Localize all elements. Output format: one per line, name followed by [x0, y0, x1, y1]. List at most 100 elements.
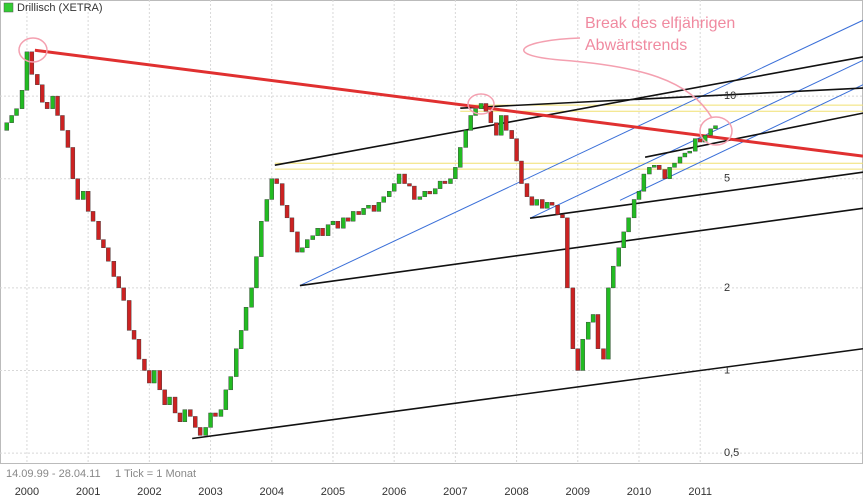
candle-body [463, 130, 468, 148]
candle-body [264, 199, 270, 222]
candle-body [708, 128, 713, 136]
x-tick-label: 2000 [15, 486, 39, 498]
candle-body [499, 115, 504, 136]
highlight-circle [18, 37, 48, 63]
candle-body [279, 183, 285, 206]
candle-body [341, 217, 346, 229]
candle-body [101, 239, 106, 248]
candle-body [396, 173, 402, 184]
candle-body [75, 178, 80, 200]
x-tick-label: 2006 [382, 486, 406, 498]
candle-body [29, 51, 35, 75]
candle-body [213, 412, 218, 417]
candle-body [177, 412, 183, 423]
candle-body [677, 156, 683, 164]
candle-body [243, 307, 249, 331]
plot-frame [0, 0, 863, 464]
trend-line [274, 56, 863, 166]
candle-body [121, 287, 126, 301]
candle-body [488, 111, 494, 123]
candle-body [529, 196, 535, 206]
candle-body [601, 348, 606, 360]
highlight-circle [699, 116, 733, 146]
candle-body [249, 287, 254, 308]
candle-body [228, 376, 233, 391]
candle-body [24, 51, 30, 91]
candle-body [437, 180, 443, 189]
candle-body [259, 221, 264, 257]
candle-body [575, 348, 580, 371]
candle-body [478, 103, 484, 109]
candle-body [626, 217, 631, 233]
trend-line [299, 19, 863, 286]
candle-body [381, 196, 386, 203]
candle-body [366, 205, 371, 209]
candle-body [682, 152, 688, 158]
candle-body [197, 427, 203, 436]
candle-body [376, 202, 382, 212]
candle-body [667, 167, 672, 179]
x-tick-label: 2002 [137, 486, 161, 498]
x-tick-label: 2003 [198, 486, 222, 498]
trend-line [299, 207, 863, 287]
candle-body [687, 150, 692, 154]
x-tick-label: 2005 [321, 486, 345, 498]
candle-body [672, 162, 677, 168]
candle-body [35, 74, 40, 85]
candle-body [203, 427, 208, 436]
candle-body [350, 211, 356, 222]
candle-body [458, 147, 463, 168]
candle-body [162, 389, 167, 405]
candle-body [346, 217, 351, 222]
candle-body [126, 300, 132, 331]
candle-body [611, 265, 616, 289]
candle-body [315, 228, 320, 236]
candle-body [503, 115, 509, 131]
candle-body [335, 221, 341, 229]
candle-body [453, 167, 458, 179]
candle-body [81, 191, 86, 200]
candle-body [208, 412, 213, 428]
candle-body [85, 191, 91, 212]
candle-body [90, 211, 96, 222]
candle-body [693, 138, 698, 152]
candle-body [147, 370, 152, 384]
candle-body [136, 339, 142, 360]
candle-body [432, 188, 438, 195]
candle-body [300, 247, 305, 253]
candle-body [330, 221, 336, 225]
candle-body [142, 358, 147, 371]
candle-body [636, 191, 642, 200]
candle-body [448, 178, 453, 184]
x-tick-label: 2008 [504, 486, 528, 498]
candle-body [641, 173, 647, 192]
candle-body [662, 169, 667, 179]
y-tick-label: 5 [724, 173, 730, 185]
candle-body [182, 409, 188, 423]
candle-body [238, 330, 244, 349]
candle-body [269, 178, 274, 200]
candle-body [44, 102, 50, 109]
candle-body [284, 205, 290, 219]
candle-body [387, 191, 392, 197]
candle-body [402, 173, 407, 184]
candle-body [560, 214, 565, 219]
y-tick-label: 2 [724, 282, 730, 294]
candle-body [55, 95, 60, 116]
candle-body [356, 211, 361, 215]
x-tick-label: 2004 [260, 486, 284, 498]
candle-body [442, 180, 448, 184]
candle-body [188, 409, 193, 417]
x-tick-label: 2011 [688, 486, 712, 498]
footer-tick: 1 Tick = 1 Monat [115, 468, 196, 480]
candle-body [422, 191, 427, 197]
annotation-arrow [523, 37, 713, 119]
candle-body [656, 165, 662, 170]
candle-body [218, 409, 224, 417]
candle-body [152, 370, 157, 384]
candle-body [524, 183, 530, 197]
y-tick-label: 1 [724, 364, 730, 376]
candle-body [157, 370, 162, 391]
candle-body [417, 196, 423, 200]
